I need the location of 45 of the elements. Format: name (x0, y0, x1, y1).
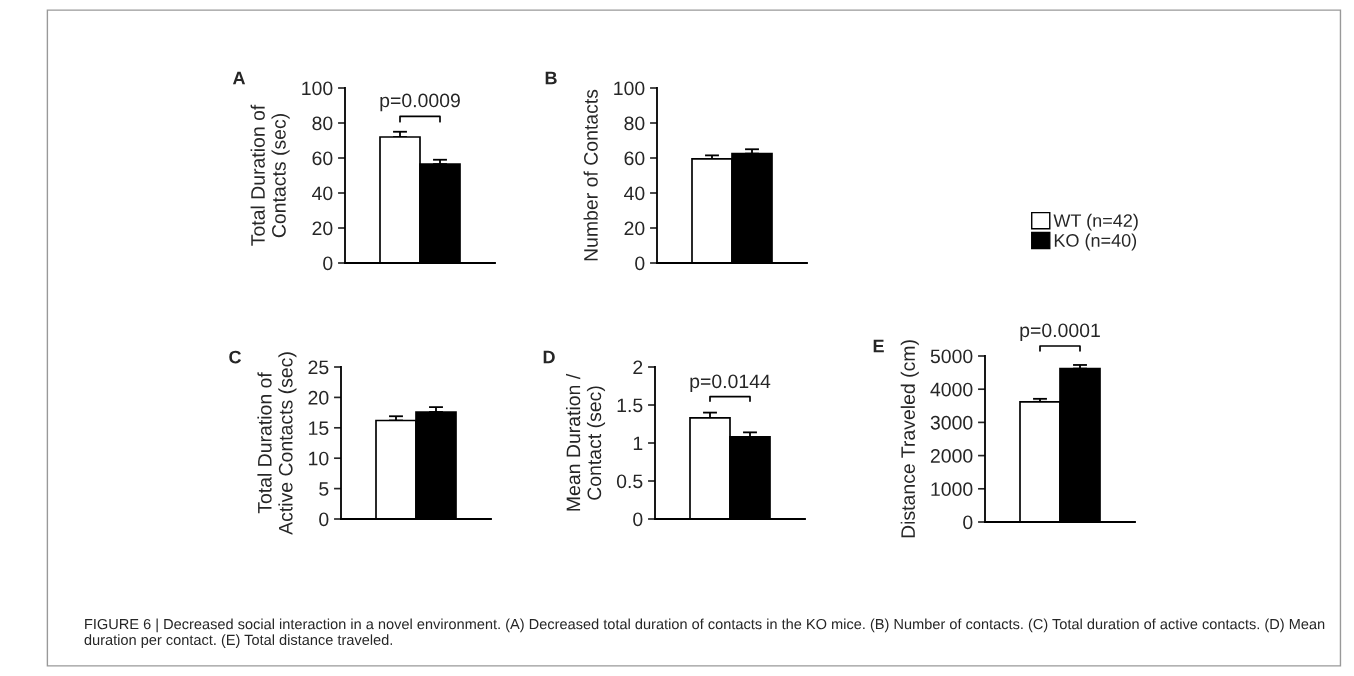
y-tick-label: 0 (633, 512, 643, 527)
annotation: p=0.0009 (380, 93, 460, 112)
y-tick-label: 60 (624, 151, 645, 166)
chart-title: C (229, 350, 242, 364)
annotation: p=0.0144 (690, 374, 771, 393)
y-tick-label: 2 (633, 360, 643, 375)
y-tick-label: 80 (624, 116, 645, 131)
caption: FIGURE 6 | Decreased social interaction in a novel environment. (A) Decreased total duration of contacts in the KO mice. (B) Number of contacts. (C) Total duration of active contacts. (D) Mean duration per contact. (E) Total distance traveled. (84, 618, 1325, 648)
y-tick-label: 5 (319, 482, 329, 496)
y-tick-label: 2000 (930, 449, 973, 463)
y-tick-label: 100 (614, 81, 645, 96)
y-tick-label: 40 (624, 186, 645, 201)
y-tick-label: 0.5 (616, 474, 643, 489)
y-tick-label: 60 (312, 151, 333, 166)
y-tick-label: 80 (312, 116, 333, 131)
y-tick-label: 1 (633, 436, 643, 451)
y-tick-label: 4000 (930, 382, 973, 397)
y-axis-title: Total Duration of Contacts (sec) (250, 104, 290, 246)
y-tick-label: 100 (302, 81, 333, 96)
y-axis-title: Number of Contacts (583, 89, 598, 261)
y-tick-label: 15 (309, 421, 329, 436)
y-tick-label: 0 (323, 256, 333, 271)
y-tick-label: 3000 (930, 415, 973, 430)
y-tick-label: 0 (963, 515, 973, 530)
legend-label: WT (n=42) (1053, 213, 1138, 231)
y-tick-label: 20 (312, 221, 333, 236)
text: p=0.0001 (1020, 323, 1100, 342)
y-tick-label: 20 (308, 390, 329, 405)
y-tick-label: 25 (308, 360, 329, 375)
y-tick-label: 5000 (930, 349, 973, 364)
y-tick-label: 40 (312, 186, 333, 201)
y-tick-label: 1000 (931, 482, 973, 497)
y-axis-title: Distance Traveled (cm) (900, 340, 919, 538)
chart-title: E (873, 339, 884, 353)
y-axis-title: Total Duration of Active Contacts (sec) (257, 352, 297, 535)
y-tick-label: 0 (319, 512, 329, 527)
chart-title: D (543, 350, 555, 364)
chart-title: B (545, 71, 557, 85)
chart-title: A (232, 71, 246, 85)
y-tick-label: 20 (624, 221, 645, 236)
legend-label: KO (n=40) (1054, 233, 1137, 251)
y-tick-label: 0 (635, 256, 645, 271)
y-axis-title: Mean Duration / Contact (sec) (565, 373, 606, 511)
y-tick-label: 10 (309, 451, 329, 466)
y-tick-label: 1.5 (617, 398, 643, 413)
